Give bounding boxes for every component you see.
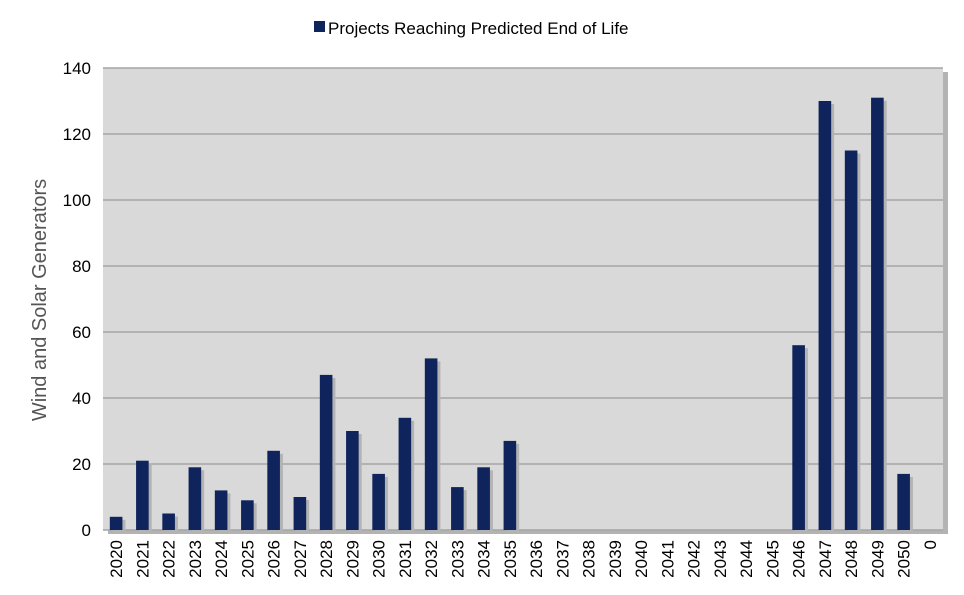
bar — [477, 467, 490, 530]
x-tick-label: 2045 — [763, 540, 782, 578]
x-tick-label: 2046 — [790, 540, 809, 578]
bar — [188, 467, 202, 530]
plot-area — [103, 68, 943, 530]
bar — [818, 101, 832, 530]
y-tick-label: 60 — [72, 323, 91, 342]
x-tick-label: 2048 — [842, 540, 861, 578]
x-tick-label: 2022 — [160, 540, 179, 578]
legend-swatch — [314, 21, 325, 32]
x-tick-label: 2039 — [606, 540, 625, 578]
bar — [162, 513, 175, 530]
y-tick-label: 40 — [72, 389, 91, 408]
x-tick-label: 2025 — [238, 540, 257, 578]
y-axis-ticks: 0 20 40 60 80 100 120 140 — [63, 59, 91, 540]
x-tick-label: 2040 — [632, 540, 651, 578]
x-tick-label: 2024 — [212, 540, 231, 578]
bar — [792, 345, 805, 530]
x-tick-label: 2035 — [501, 540, 520, 578]
x-tick-label: 2036 — [527, 540, 546, 578]
legend-label: Projects Reaching Predicted End of Life — [328, 19, 629, 38]
x-tick-label: 2038 — [580, 540, 599, 578]
x-tick-label: 2042 — [685, 540, 704, 578]
bar — [267, 450, 280, 530]
bar — [398, 417, 412, 530]
bar — [451, 487, 464, 530]
x-tick-label: 2021 — [133, 540, 152, 578]
bar — [871, 97, 884, 530]
x-tick-label: 0 — [921, 540, 940, 549]
bar — [424, 358, 438, 530]
bar — [136, 460, 149, 530]
bar — [293, 497, 307, 530]
legend: Projects Reaching Predicted End of Life — [314, 19, 629, 38]
x-tick-label: 2047 — [816, 540, 835, 578]
y-tick-label: 0 — [82, 521, 91, 540]
x-tick-label: 2050 — [895, 540, 914, 578]
bar — [214, 490, 228, 530]
bar — [241, 500, 254, 530]
y-axis-label: Wind and Solar Generators — [29, 179, 51, 421]
y-tick-label: 140 — [63, 59, 91, 78]
x-axis-ticks: 2020 2021 2022 2023 2024 2025 2026 2027 2028 2029… — [107, 540, 940, 578]
x-tick-label: 2027 — [291, 540, 310, 578]
x-tick-label: 2028 — [317, 540, 336, 578]
x-tick-label: 2026 — [265, 540, 284, 578]
x-tick-label: 2029 — [343, 540, 362, 578]
bar — [503, 440, 517, 530]
bar — [844, 150, 858, 530]
bar — [109, 516, 123, 530]
y-tick-label: 120 — [63, 125, 91, 144]
x-tick-label: 2033 — [448, 540, 467, 578]
x-tick-label: 2030 — [370, 540, 389, 578]
bar — [372, 473, 385, 530]
x-tick-label: 2037 — [553, 540, 572, 578]
x-tick-label: 2020 — [107, 540, 126, 578]
x-tick-label: 2044 — [737, 540, 756, 578]
x-tick-label: 2023 — [186, 540, 205, 578]
x-tick-label: 2041 — [658, 540, 677, 578]
y-tick-label: 80 — [72, 257, 91, 276]
bar — [897, 473, 910, 530]
bar — [346, 431, 359, 530]
x-tick-label: 2031 — [396, 540, 415, 578]
x-tick-label: 2034 — [475, 540, 494, 578]
y-tick-label: 20 — [72, 455, 91, 474]
x-tick-label: 2032 — [422, 540, 441, 578]
bar — [319, 374, 333, 530]
bars — [109, 97, 913, 533]
x-tick-label: 2043 — [711, 540, 730, 578]
y-tick-label: 100 — [63, 191, 91, 210]
x-tick-label: 2049 — [868, 540, 887, 578]
